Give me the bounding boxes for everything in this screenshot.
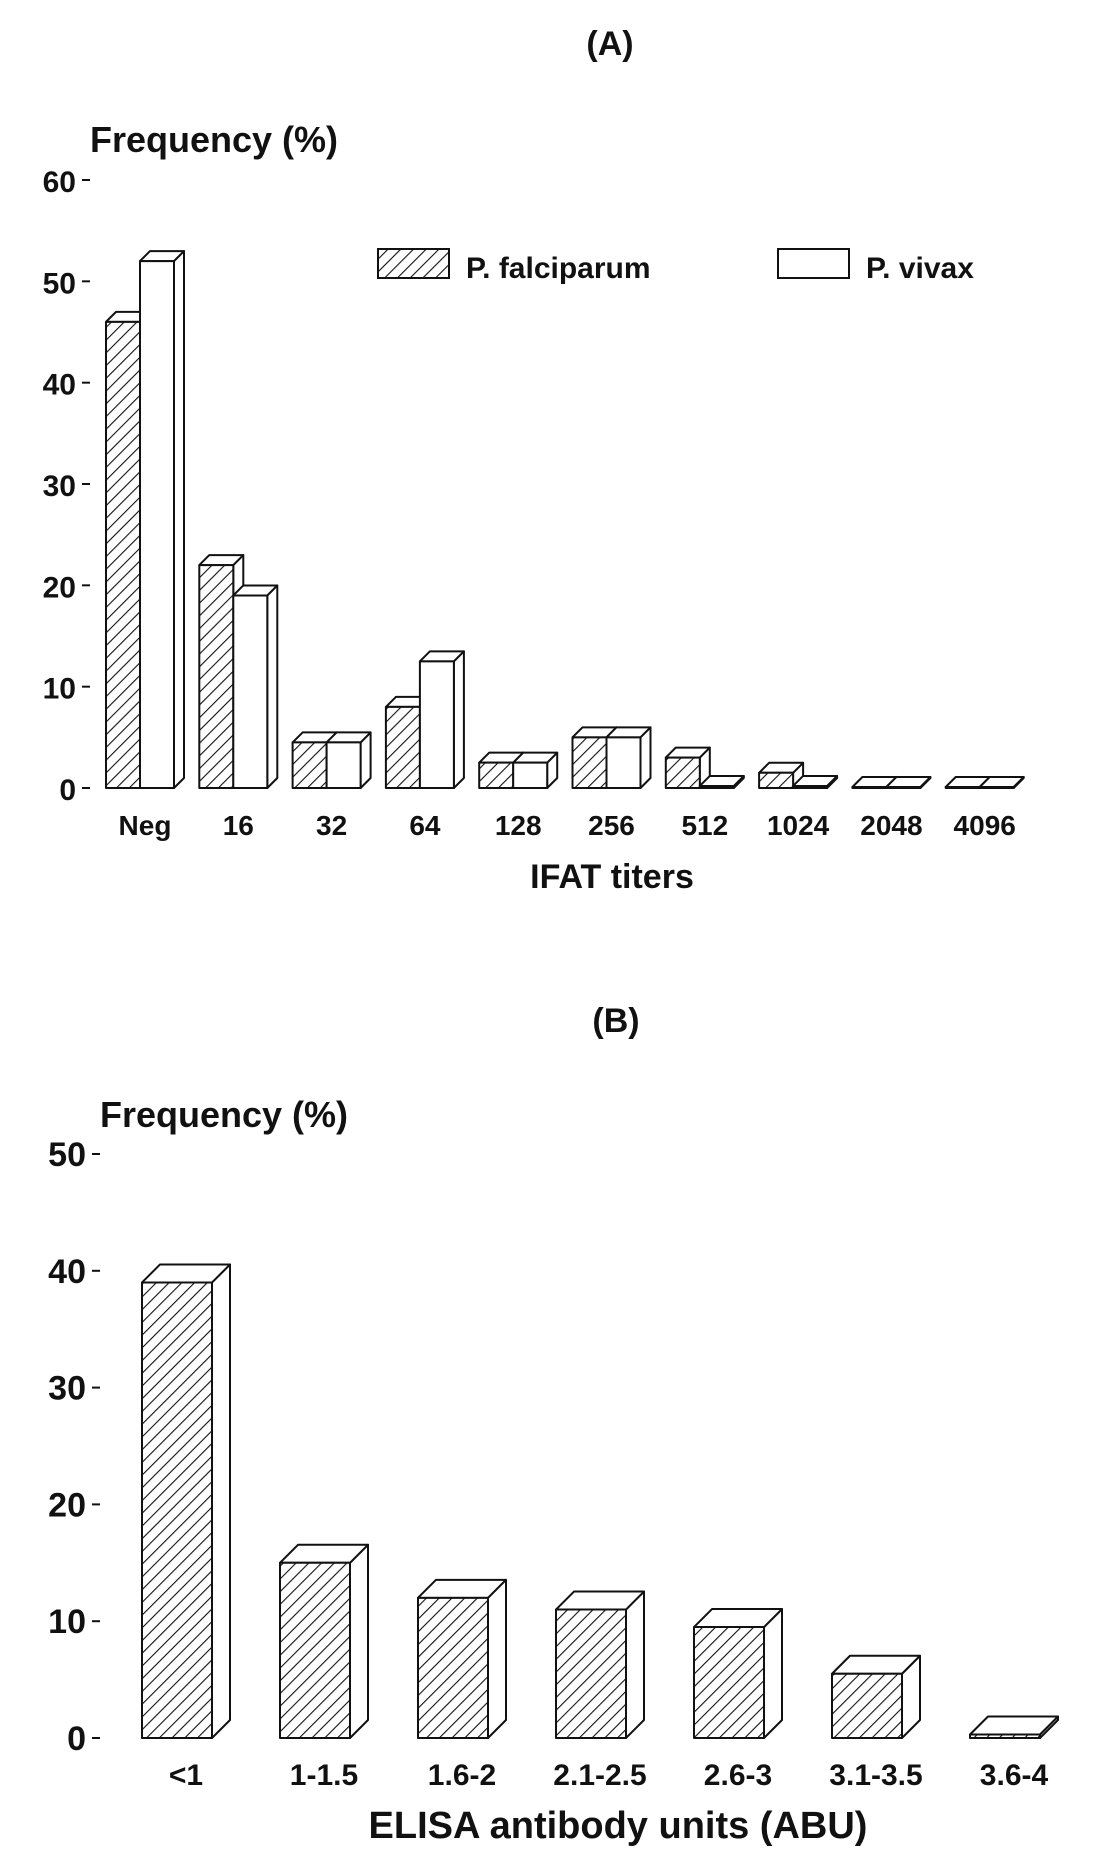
panel-b-bar-0-5-front	[831, 1672, 903, 1740]
panel-b-bar-0-3	[555, 1590, 645, 1740]
panel-b-bar-0-2-side	[487, 1578, 507, 1739]
panel-a-bar-0-3-front	[384, 705, 421, 790]
panel-a-bar-0-9-front	[944, 785, 981, 790]
panel-a-bar-1-0	[139, 250, 185, 790]
panel-b-bar-0-4-front	[693, 1626, 765, 1740]
panel-a-bar-1-1-side	[266, 584, 279, 789]
panel-b-y-tick-label: 40	[48, 1253, 86, 1291]
panel-a-y-tick-label: 30	[43, 470, 76, 503]
panel-a-x-tick-label: 128	[495, 810, 542, 841]
legend-label-falciparum: P. falciparum	[466, 252, 651, 285]
panel-b-y-axis-title: Frequency (%)	[100, 1094, 348, 1135]
panel-a-x-tick-label: 4096	[954, 810, 1016, 841]
panel-a-x-tick-label: 32	[316, 810, 347, 841]
panel-a-bar-0-6	[664, 746, 711, 789]
panel-a-x-tick-label: 256	[588, 810, 635, 841]
panel-a-bar-1-5	[605, 726, 652, 789]
panel-a-y-tick-label: 0	[59, 774, 76, 807]
panel-a-y-tick-label: 40	[43, 369, 76, 402]
panel-a-bar-1-1-front	[232, 594, 269, 790]
panel-b-bar-0-5	[831, 1654, 921, 1740]
panel-a-bar-1-7-front	[792, 784, 829, 789]
panel-a-bar-1-2-front	[325, 741, 362, 790]
panel-a-y-tick-label: 50	[43, 267, 76, 300]
panel-b-bar-0-1	[279, 1543, 369, 1740]
panel-a-x-tick-label: Neg	[119, 810, 172, 841]
panel-a-bar-1-3-side	[452, 650, 465, 789]
panel-b-x-tick-label: 3.1-3.5	[829, 1759, 922, 1792]
panel-b-bar-0-4	[693, 1608, 783, 1740]
legend-swatch-falciparum	[377, 248, 450, 279]
panel-b-bar-0-1-front	[279, 1561, 351, 1740]
panel-b-bar-0-3-side	[625, 1590, 645, 1739]
panel-a-bar-1-0-front	[139, 260, 175, 790]
panel-b-bar-0-0-side	[211, 1263, 231, 1739]
panel-a-x-tick-label: 64	[409, 810, 441, 841]
panel-a-bar-1-6-front	[698, 784, 735, 789]
panel-a-bar-0-2-front	[291, 741, 328, 790]
panel-b-y-tick-label: 30	[48, 1370, 86, 1408]
panel-b-bar-0-6	[969, 1715, 1059, 1739]
panel-b-x-tick-label: <1	[169, 1759, 203, 1792]
legend-swatch-vivax	[777, 248, 850, 279]
panel-a-y-tick-label: 60	[43, 166, 76, 199]
panel-a-plot: 0 10 20 30 40 50 60 Neg 16 32 64 128 256 512 1024 2048 4…	[43, 166, 1025, 841]
panel-a-x-axis-title: IFAT titers	[530, 858, 694, 896]
panel-a-bar-1-9	[978, 775, 1025, 790]
panel-b-y-tick-label: 20	[48, 1486, 86, 1524]
panel-b-bar-0-6-front	[969, 1733, 1041, 1739]
panel-a-x-tick-label: 16	[223, 810, 254, 841]
panel-a-bar-1-6	[698, 774, 745, 789]
panel-a-bar-0-8-front	[851, 785, 888, 790]
panel-a-y-axis-title: Frequency (%)	[90, 119, 338, 160]
panel-b-bar-0-2-front	[417, 1596, 489, 1739]
panel-b-y-tick-label: 10	[48, 1603, 86, 1641]
panel-a-bar-1-5-front	[605, 736, 642, 789]
panel-a-bar-1-4-front	[512, 761, 549, 790]
panel-a-y-tick-label: 20	[43, 571, 76, 604]
panel-a-bar-1-1	[232, 584, 279, 790]
panel-b-bar-0-4-side	[763, 1608, 783, 1739]
panel-a-legend: P. falciparum P. vivax	[377, 248, 974, 285]
panel-a-bar-1-8-front	[885, 785, 922, 790]
panel-a-x-tick-label: 512	[681, 810, 728, 841]
panel-a-bar-1-0-side	[173, 250, 185, 789]
panel-b-x-axis-title: ELISA antibody units (ABU)	[369, 1805, 868, 1847]
panel-a-bar-1-9-front	[978, 785, 1015, 790]
panel-a-bar-0-5-front	[571, 736, 608, 789]
panel-a-bar-0-0-front	[105, 320, 141, 789]
panel-a-bar-0-6-front	[664, 756, 701, 789]
panel-a-bar-1-4	[512, 751, 559, 790]
panel-b-label: (B)	[592, 1002, 639, 1040]
panel-a-x-tick-label: 2048	[860, 810, 922, 841]
panel-b-x-tick-label: 1-1.5	[290, 1759, 358, 1792]
panel-a-bar-1-8	[885, 775, 932, 790]
panel-b-bar-0-3-front	[555, 1608, 627, 1740]
panel-a-bar-1-2	[325, 731, 372, 790]
panel-a-bar-1-3	[418, 650, 465, 789]
panel-b-y-tick-label: 0	[67, 1720, 86, 1758]
panel-b-bar-0-0-front	[141, 1281, 213, 1739]
panel-b-y-tick-label: 50	[48, 1136, 86, 1174]
panel-a-bar-1-7	[792, 774, 839, 789]
legend-label-vivax: P. vivax	[866, 252, 974, 285]
panel-b-bar-0-1-side	[349, 1543, 369, 1739]
panel-b-bar-0-2	[417, 1578, 507, 1739]
panel-a-bar-1-3-front	[418, 660, 455, 789]
panel-b-plot: 0 10 20 30 40 50 <1 1-1.5 1.6-2 2.1-2.5 2.6-3 3.1-3…	[48, 1136, 1059, 1792]
panel-a-label: (A)	[586, 25, 633, 63]
panel-b-x-tick-label: 2.1-2.5	[553, 1759, 646, 1792]
panel-a-bar-0-7-front	[758, 771, 795, 789]
panel-b-x-tick-label: 3.6-4	[980, 1759, 1049, 1792]
panel-a-x-tick-label: 1024	[767, 810, 830, 841]
panel-b-bar-0-0	[141, 1263, 231, 1739]
panel-a-bar-0-1-front	[198, 564, 235, 789]
panel-a-y-tick-label: 10	[43, 673, 76, 706]
panel-b-x-tick-label: 2.6-3	[704, 1759, 772, 1792]
panel-b-x-tick-label: 1.6-2	[428, 1759, 496, 1792]
panel-a-bar-0-7	[758, 761, 805, 789]
panel-a-bar-0-4-front	[478, 761, 515, 790]
